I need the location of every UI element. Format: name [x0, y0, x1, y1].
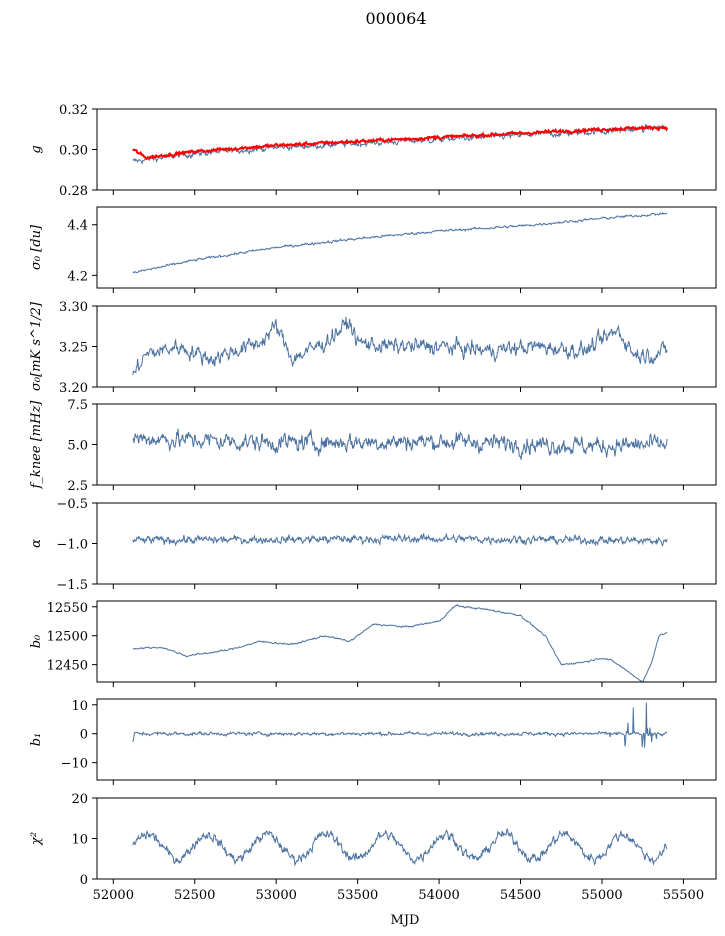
- y-tick-label: 0.30: [59, 144, 88, 159]
- panel-8: 0 10 20 52000 52500 53000 53500 54000 54500 55000…: [29, 792, 717, 903]
- axes-frame: [96, 797, 717, 880]
- y-axis-label: b₀: [29, 634, 44, 648]
- y-tick-label: 12500: [47, 630, 88, 645]
- x-tick-label: 52000: [93, 888, 134, 903]
- y-tick-label: −1.5: [56, 578, 88, 593]
- series-line-1: [132, 212, 668, 274]
- y-tick-label: 3.30: [59, 300, 88, 315]
- axes-frame: [96, 698, 717, 781]
- y-axis-label: σ₀ [du]: [29, 224, 44, 270]
- panel-6: 12450 12500 12550 b₀: [29, 600, 717, 687]
- y-tick-label: 4.2: [67, 269, 88, 284]
- y-tick-label: 12550: [47, 601, 88, 616]
- x-tick-label: 54000: [418, 888, 459, 903]
- x-tick-label: 52500: [174, 888, 215, 903]
- series-line-1: [132, 702, 668, 748]
- y-tick-label: −1.0: [56, 538, 88, 553]
- y-axis-label: σ₀[mK s^1/2]: [29, 301, 44, 391]
- series-line-1: [132, 828, 668, 867]
- x-tick-label: 55000: [581, 888, 622, 903]
- panel-5: −1.5 −1.0 −0.5 α: [29, 497, 717, 593]
- y-tick-label: 7.5: [67, 398, 88, 413]
- y-tick-label: 3.25: [59, 341, 88, 356]
- y-tick-label: 4.4: [67, 219, 88, 234]
- y-tick-label: 10: [71, 699, 88, 714]
- y-tick-label: 0: [80, 873, 88, 888]
- y-tick-label: 2.5: [67, 479, 88, 494]
- x-axis-label: MJD: [391, 913, 420, 928]
- y-tick-label: −0.5: [56, 497, 88, 512]
- y-tick-label: 0: [80, 728, 88, 743]
- y-tick-label: 0.32: [59, 103, 88, 118]
- axes-frame: [96, 108, 717, 191]
- y-axis-label: b₁: [29, 733, 44, 747]
- x-tick-label: 53000: [256, 888, 297, 903]
- y-tick-label: 0.28: [59, 184, 88, 199]
- y-tick-label: 12450: [47, 659, 88, 674]
- y-tick-label: 20: [71, 792, 88, 807]
- x-tick-label: 53500: [337, 888, 378, 903]
- panel-1: 0.28 0.30 0.32 g: [29, 103, 717, 199]
- y-axis-label: χ²: [29, 832, 44, 846]
- x-tick-label: 54500: [500, 888, 541, 903]
- axes-frame: [96, 206, 717, 289]
- panel-2: 4.2 4.4 σ₀ [du]: [29, 206, 717, 293]
- x-tick-label: 55500: [663, 888, 704, 903]
- series-line-2: [132, 125, 669, 161]
- figure-title: 000064: [365, 9, 426, 28]
- panel-7: −10 0 10 b₁: [29, 698, 717, 785]
- series-line-1: [132, 316, 668, 375]
- series-line-1: [132, 532, 668, 547]
- series-line-1: [132, 604, 668, 682]
- axes-frame: [96, 403, 717, 486]
- panel-4: 2.5 5.0 7.5 f_knee [mHz]: [29, 398, 717, 494]
- y-axis-label: α: [29, 539, 44, 548]
- y-tick-label: 5.0: [67, 439, 88, 454]
- y-axis-label: g: [29, 145, 44, 153]
- series-line-1: [132, 428, 668, 460]
- panels: 0.28 0.30 0.32 g 4.2 4.4 σ₀ [du] 3.20 3.25 3.30 σ₀…: [29, 103, 717, 903]
- y-tick-label: 3.20: [59, 381, 88, 396]
- y-tick-label: −10: [61, 757, 88, 772]
- panel-3: 3.20 3.25 3.30 σ₀[mK s^1/2]: [29, 300, 717, 396]
- y-axis-label: f_knee [mHz]: [29, 400, 44, 490]
- axes-frame: [96, 600, 717, 683]
- y-tick-label: 10: [71, 833, 88, 848]
